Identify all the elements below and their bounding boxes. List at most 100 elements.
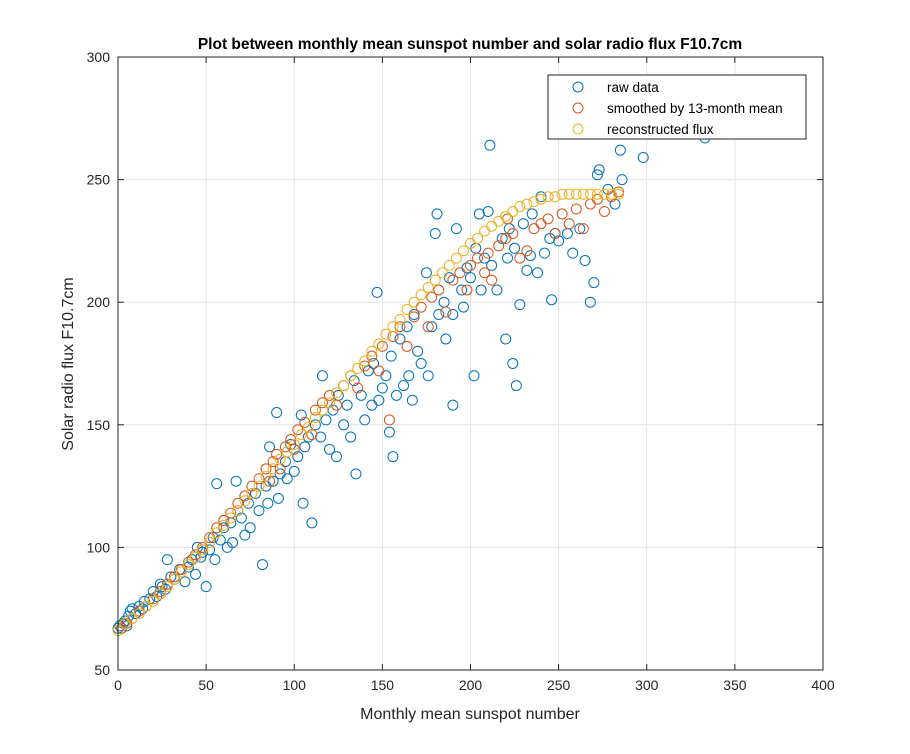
data-point	[598, 205, 610, 217]
x-axis-label: Monthly mean sunspot number	[360, 706, 580, 723]
data-point	[161, 581, 173, 593]
data-point	[253, 505, 265, 517]
data-point	[246, 480, 258, 492]
data-point	[168, 573, 180, 585]
data-point	[401, 321, 413, 333]
data-point	[563, 218, 575, 230]
data-point	[514, 252, 526, 264]
data-point	[613, 188, 625, 200]
data-point	[267, 456, 279, 468]
axis-ticks	[117, 56, 824, 671]
data-point	[218, 519, 230, 531]
x-tick-label: 0	[114, 677, 122, 693]
data-point	[281, 446, 293, 458]
data-point	[433, 308, 445, 320]
data-point	[156, 581, 168, 593]
legend-entry: raw data	[607, 80, 659, 95]
data-point	[316, 397, 328, 409]
data-point	[461, 284, 473, 296]
data-point	[549, 228, 561, 240]
data-point	[591, 188, 603, 200]
data-point	[398, 380, 410, 392]
x-tick-label: 400	[811, 677, 835, 693]
data-point	[457, 245, 469, 257]
data-point	[429, 228, 441, 240]
data-point	[161, 554, 173, 566]
data-point	[295, 409, 307, 421]
data-point	[426, 291, 438, 303]
series-3	[112, 188, 625, 637]
data-point	[211, 522, 223, 534]
data-point	[542, 213, 554, 225]
x-tick-label: 250	[547, 677, 571, 693]
data-point	[338, 419, 350, 431]
data-point	[232, 497, 244, 509]
data-point	[218, 514, 230, 526]
data-point	[450, 223, 462, 235]
x-tick-label: 350	[723, 677, 747, 693]
data-point	[584, 296, 596, 308]
data-point	[496, 232, 508, 244]
data-point	[465, 259, 476, 271]
data-point	[574, 223, 586, 235]
data-point	[546, 294, 558, 306]
data-point	[197, 544, 209, 556]
data-point	[535, 193, 547, 205]
legend-box	[547, 74, 807, 140]
data-point	[616, 174, 628, 186]
data-point	[242, 497, 254, 509]
data-point	[190, 568, 202, 580]
legend: raw data smoothed by 13-month mean reconst…	[547, 74, 807, 140]
data-point	[316, 370, 328, 382]
data-point	[272, 492, 284, 504]
data-point	[209, 554, 221, 566]
data-point	[359, 414, 371, 426]
data-point	[549, 191, 561, 203]
data-point	[507, 358, 519, 369]
data-point	[514, 201, 526, 213]
data-point	[281, 473, 293, 485]
data-point	[570, 188, 582, 200]
data-point	[211, 527, 223, 539]
data-point	[383, 414, 395, 426]
data-point	[579, 255, 591, 267]
data-point	[394, 313, 406, 325]
data-point	[133, 608, 145, 620]
x-tick-label: 50	[198, 677, 214, 693]
data-point	[521, 245, 533, 257]
data-point	[415, 289, 427, 301]
data-point	[341, 399, 353, 411]
legend-marker	[572, 123, 584, 135]
data-point	[465, 272, 476, 284]
data-point	[493, 240, 505, 252]
data-point	[433, 284, 445, 296]
data-point	[507, 228, 519, 240]
data-point	[394, 333, 406, 345]
data-point	[211, 478, 223, 490]
data-point	[556, 208, 568, 220]
data-point	[371, 286, 383, 298]
data-point	[345, 370, 357, 382]
data-point	[246, 487, 258, 499]
data-point	[373, 365, 385, 377]
data-point	[262, 497, 274, 509]
data-point	[539, 247, 551, 259]
data-point	[244, 522, 256, 534]
data-point	[447, 399, 459, 411]
data-point	[609, 198, 621, 210]
data-point	[230, 475, 242, 487]
data-point	[274, 453, 286, 465]
data-point	[376, 340, 388, 352]
data-point	[200, 581, 212, 593]
data-point	[457, 301, 469, 313]
data-point	[352, 362, 364, 374]
data-point	[412, 345, 424, 357]
y-tick-label: 200	[87, 294, 111, 310]
x-tick-label: 300	[635, 677, 659, 693]
data-point	[482, 247, 494, 259]
data-point	[264, 441, 276, 453]
data-point	[253, 473, 265, 485]
data-point	[320, 414, 332, 426]
data-point	[401, 340, 413, 352]
